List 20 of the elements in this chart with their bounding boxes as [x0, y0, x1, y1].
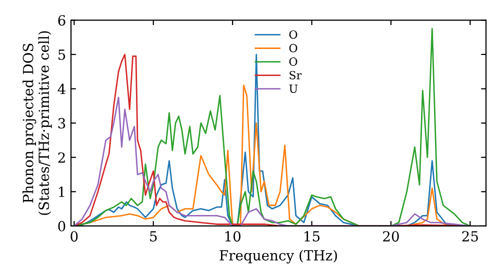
y-tick-label: 3: [58, 118, 66, 129]
y-axis-title: Phonon projected DOS (States/THz·primitive cell): [22, 31, 52, 215]
legend-label: Sr: [290, 70, 302, 80]
y-tick-label: 4: [58, 84, 66, 94]
y-tick-label: 0: [58, 220, 66, 232]
x-tick-label: 20: [383, 231, 399, 242]
x-tick-label: 10: [225, 231, 240, 242]
y-tick-label: 1: [58, 186, 64, 197]
x-tick-label: 0: [70, 231, 78, 242]
legend-label: O: [289, 30, 298, 39]
y-tick-label: 6: [58, 15, 66, 26]
y-tick-label: 5: [58, 50, 66, 60]
x-axis-title: Frequency (THz): [220, 250, 337, 264]
legend-label: O: [289, 44, 298, 52]
x-tick-label: 5: [150, 231, 157, 242]
legend-label: O: [289, 57, 298, 66]
y-tick-label: 2: [58, 152, 65, 163]
legend-label: U: [289, 84, 298, 93]
x-tick-label: 15: [304, 231, 320, 242]
x-tick-label: 25: [462, 231, 478, 242]
